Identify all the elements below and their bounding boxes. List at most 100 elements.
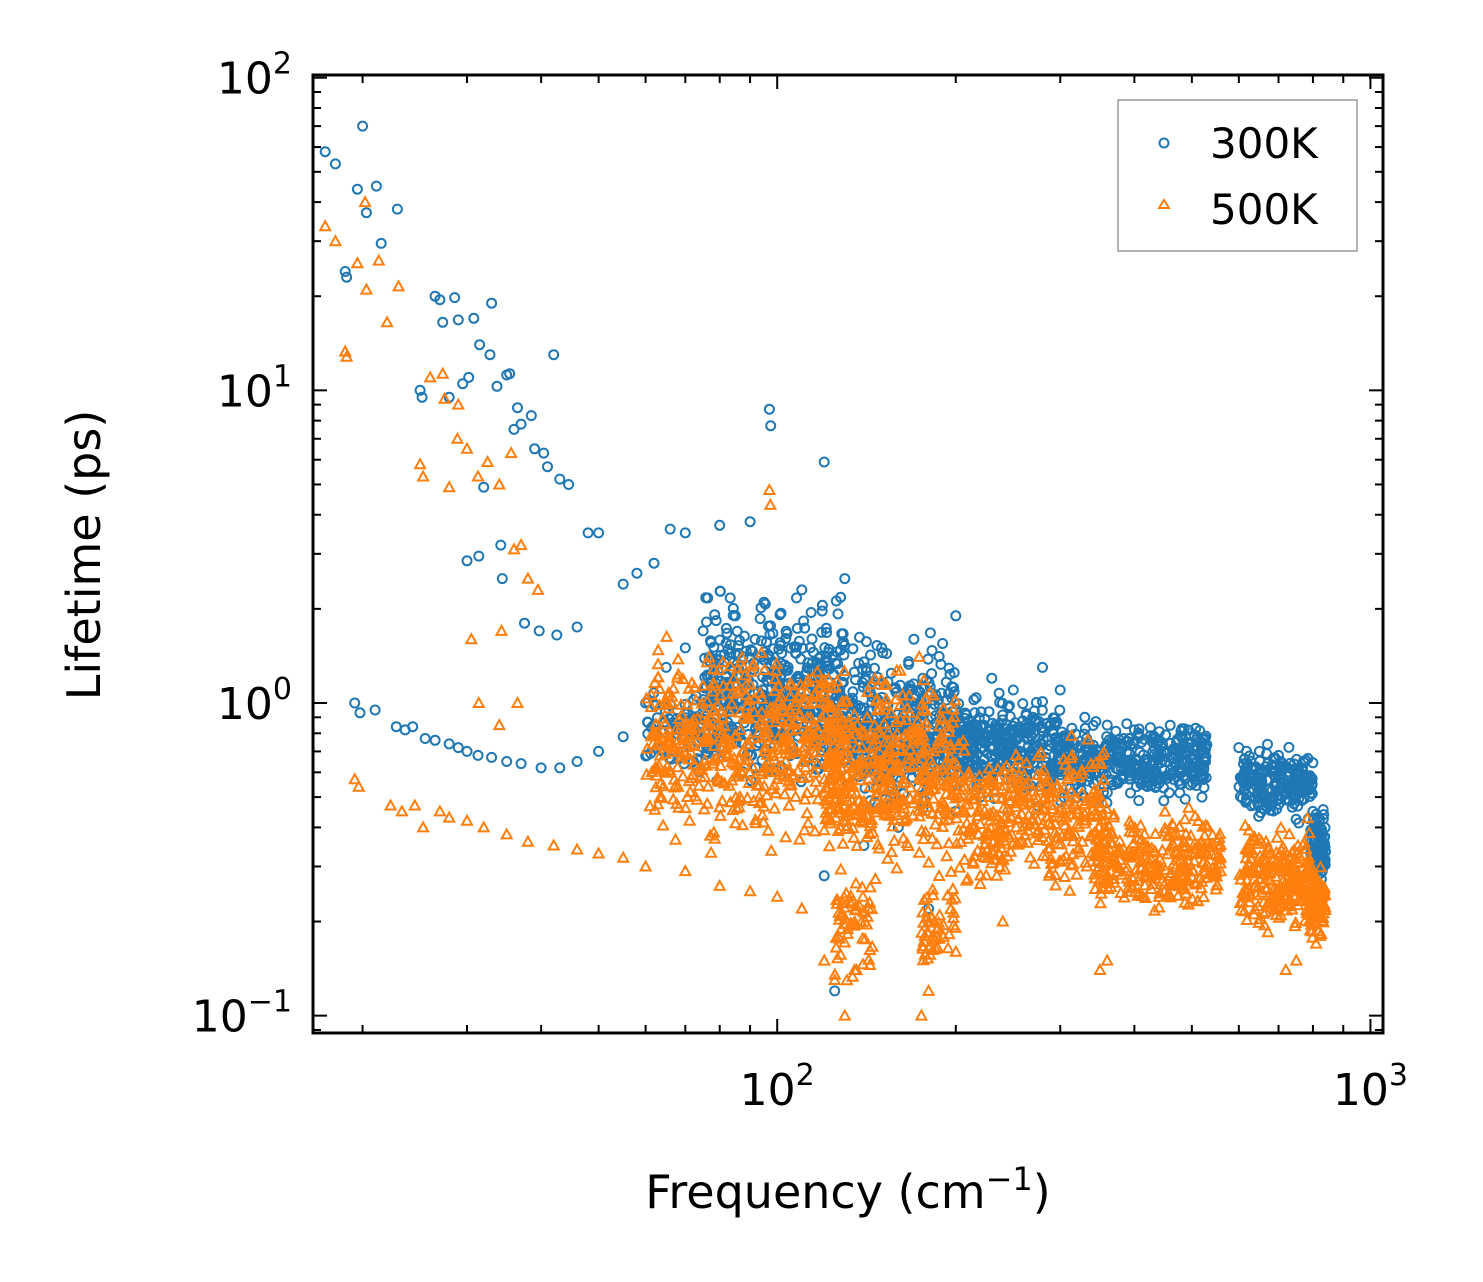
y-tick-label: 100 — [217, 672, 292, 730]
point-500K — [1056, 813, 1070, 826]
point-300K — [515, 758, 527, 770]
point-500K — [700, 733, 714, 746]
point-500K — [933, 719, 947, 732]
point-500K — [952, 789, 966, 802]
point-500K — [1054, 837, 1068, 850]
point-500K — [649, 761, 663, 774]
point-500K — [1244, 851, 1258, 864]
point-500K — [680, 697, 694, 710]
point-500K — [644, 700, 658, 713]
point-500K — [1100, 953, 1114, 966]
point-500K — [694, 727, 709, 740]
point-500K — [906, 736, 920, 749]
point-300K — [1175, 750, 1187, 762]
point-500K — [656, 711, 670, 724]
point-500K — [1176, 858, 1191, 871]
point-500K — [1048, 878, 1063, 891]
point-500K — [708, 831, 722, 844]
point-300K — [933, 651, 945, 662]
point-500K — [996, 800, 1011, 813]
point-500K — [863, 880, 877, 893]
point-500K — [1145, 877, 1159, 890]
point-500K — [1260, 897, 1274, 910]
point-300K — [940, 676, 952, 688]
point-300K — [496, 573, 508, 585]
point-300K — [1168, 774, 1180, 786]
point-500K — [946, 715, 960, 728]
point-500K — [1063, 883, 1077, 896]
point-500K — [959, 873, 974, 886]
point-300K — [1121, 718, 1133, 730]
point-300K — [535, 762, 547, 774]
point-500K — [1078, 855, 1093, 868]
point-500K — [869, 693, 884, 706]
point-500K — [925, 882, 940, 895]
point-500K — [817, 823, 831, 836]
point-500K — [991, 762, 1005, 775]
point-300K — [702, 592, 714, 604]
point-300K — [1054, 704, 1066, 716]
point-500K — [1261, 925, 1275, 938]
point-500K — [946, 787, 960, 800]
point-500K — [861, 771, 876, 784]
point-300K — [969, 730, 981, 741]
point-500K — [1266, 853, 1281, 866]
point-500K — [460, 441, 474, 454]
point-300K — [1276, 757, 1288, 769]
point-500K — [761, 823, 775, 836]
point-500K — [730, 801, 744, 814]
point-300K — [1171, 758, 1182, 770]
point-300K — [1267, 766, 1279, 778]
point-500K — [896, 760, 911, 773]
point-500K — [775, 702, 789, 715]
point-500K — [676, 769, 690, 782]
point-500K — [857, 904, 871, 917]
legend-box — [1117, 99, 1358, 252]
point-300K — [985, 751, 997, 763]
point-500K — [815, 710, 829, 723]
point-300K — [986, 672, 998, 684]
point-300K — [1233, 781, 1245, 793]
point-300K — [319, 146, 331, 158]
point-300K — [827, 650, 839, 662]
point-500K — [1256, 853, 1270, 866]
point-300K — [971, 728, 983, 739]
point-500K — [757, 662, 772, 675]
point-300K — [1267, 795, 1279, 807]
point-500K — [689, 693, 703, 706]
point-300K — [835, 591, 847, 603]
point-300K — [987, 764, 999, 776]
point-500K — [879, 697, 893, 710]
point-500K — [868, 871, 883, 884]
point-500K — [391, 279, 406, 292]
point-500K — [350, 256, 365, 269]
point-300K — [679, 527, 691, 539]
point-300K — [1150, 732, 1161, 744]
point-500K — [847, 763, 861, 776]
point-300K — [959, 707, 971, 719]
point-500K — [670, 760, 685, 773]
point-500K — [738, 668, 752, 681]
point-300K — [1122, 736, 1134, 748]
point-500K — [822, 772, 836, 785]
point-300K — [1261, 797, 1273, 809]
point-300K — [816, 599, 828, 611]
point-500K — [1013, 791, 1028, 804]
point-300K — [1125, 787, 1136, 799]
point-500K — [1214, 850, 1228, 863]
point-300K — [847, 686, 859, 698]
point-500K — [669, 778, 683, 791]
point-500K — [1087, 867, 1102, 880]
point-500K — [1085, 802, 1100, 815]
point-500K — [956, 733, 970, 746]
point-500K — [1212, 840, 1226, 853]
point-300K — [538, 447, 550, 459]
point-500K — [921, 983, 936, 996]
point-300K — [969, 760, 981, 771]
point-500K — [812, 689, 827, 702]
point-500K — [1122, 874, 1136, 887]
point-500K — [1273, 863, 1287, 876]
point-500K — [1017, 768, 1031, 781]
point-500K — [639, 691, 654, 704]
point-300K — [452, 742, 464, 754]
